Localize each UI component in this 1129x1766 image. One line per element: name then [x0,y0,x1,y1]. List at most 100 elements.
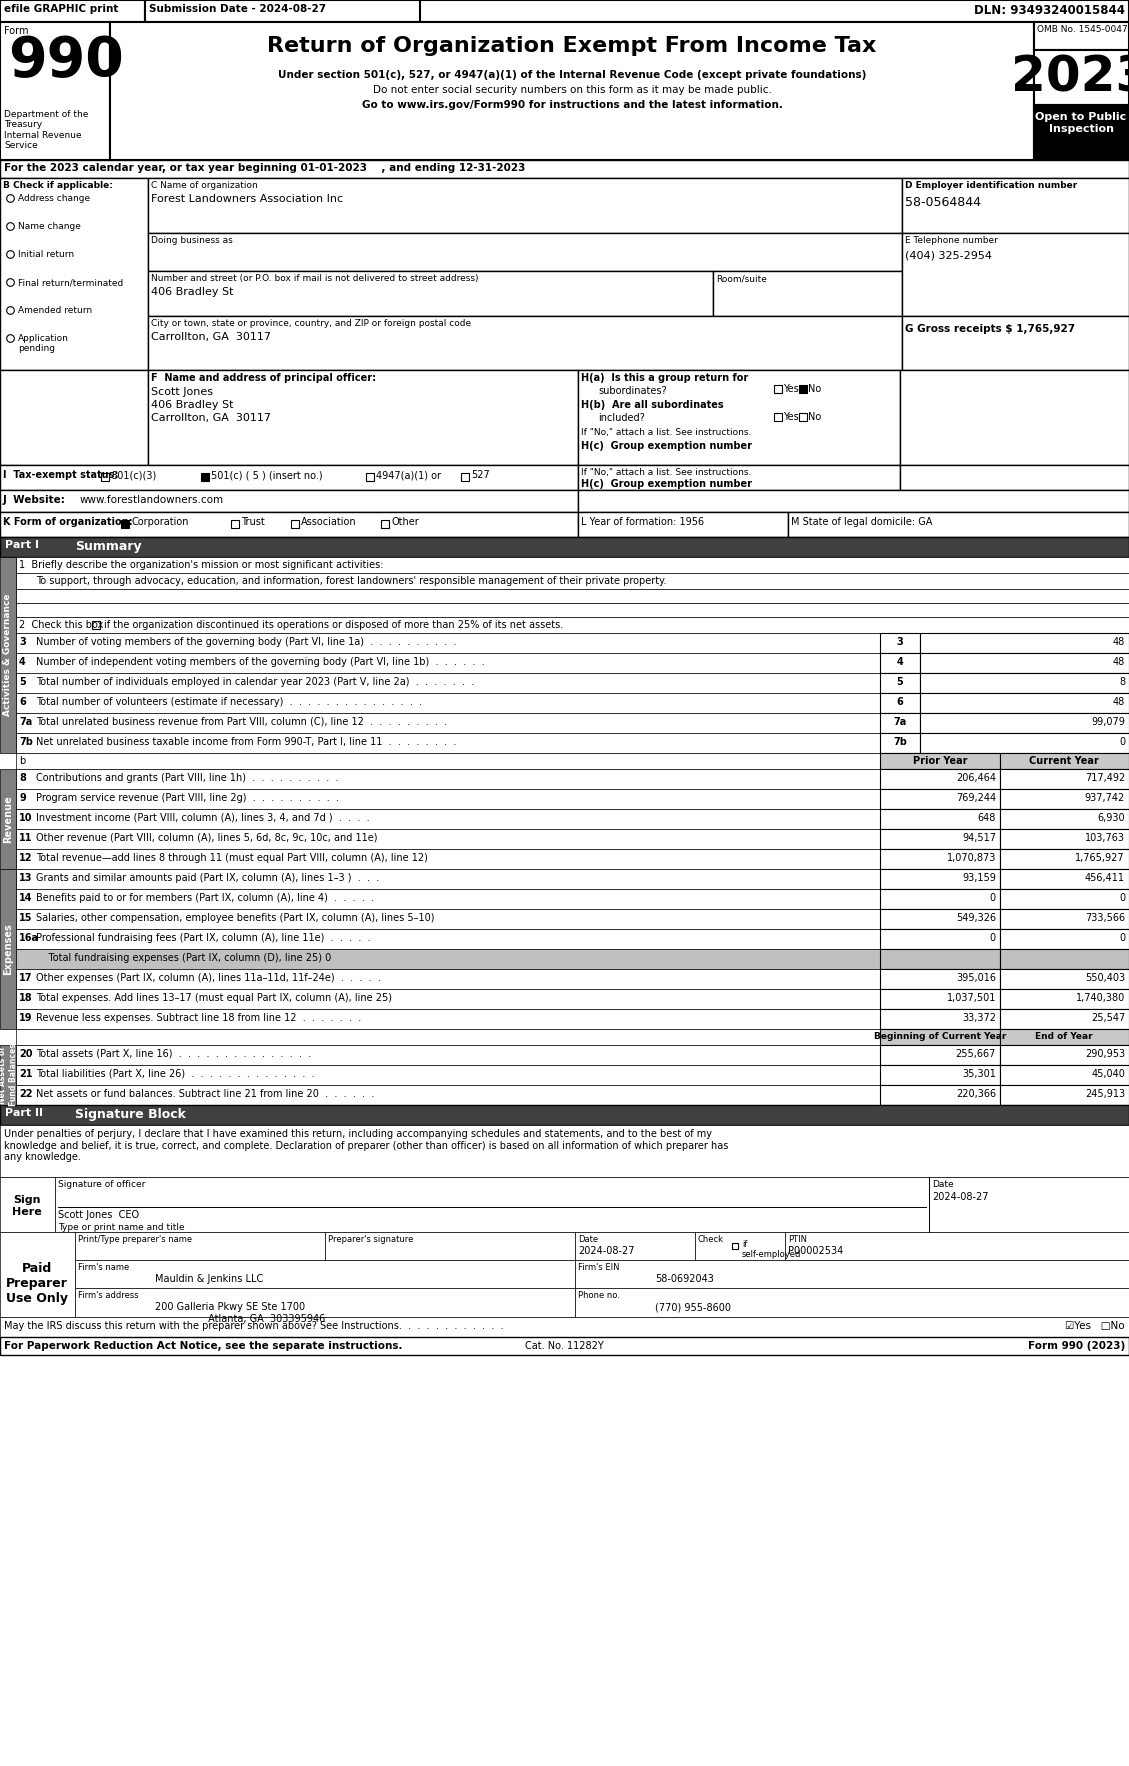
Text: Yes: Yes [784,411,798,422]
Bar [920,632,1129,653]
Text: 1  Briefly describe the organization's mission or most significant activities:: 1 Briefly describe the organization's mi… [19,560,384,570]
Text: (770) 955-8600: (770) 955-8600 [655,1302,730,1312]
Text: Doing business as: Doing business as [151,237,233,245]
Bar [902,233,1129,316]
Bar [578,464,900,489]
Text: Other expenses (Part IX, column (A), lines 11a–11d, 11f–24e)  .  .  .  .  .: Other expenses (Part IX, column (A), lin… [36,973,380,984]
Bar [145,0,420,21]
Text: 16a: 16a [19,932,40,943]
Text: H(b)  Are all subordinates: H(b) Are all subordinates [581,401,724,410]
Text: Form 990 (2023): Form 990 (2023) [1027,1340,1124,1351]
Text: Prior Year: Prior Year [912,756,968,766]
Text: G Gross receipts $ 1,765,927: G Gross receipts $ 1,765,927 [905,323,1075,334]
Text: 1,037,501: 1,037,501 [946,992,996,1003]
Text: 220,366: 220,366 [956,1090,996,1098]
Text: 406 Bradley St: 406 Bradley St [151,401,234,410]
Bar [1034,49,1129,104]
Text: Preparer's signature: Preparer's signature [329,1234,413,1243]
Bar [16,713,879,733]
Bar [879,989,1000,1008]
Bar [0,556,16,752]
Bar [879,948,1000,970]
Bar [879,1065,1000,1084]
Text: DLN: 93493240015844: DLN: 93493240015844 [974,4,1124,18]
Text: 45,040: 45,040 [1091,1068,1124,1079]
Bar [110,21,1034,161]
Text: 395,016: 395,016 [956,973,996,984]
Bar [0,161,1129,178]
Bar [16,616,1129,632]
Bar [16,909,879,929]
Text: 18: 18 [19,992,33,1003]
Bar [879,1045,1000,1065]
Bar [16,1030,879,1045]
Text: Return of Organization Exempt From Income Tax: Return of Organization Exempt From Incom… [268,35,877,57]
Bar [879,692,920,713]
Text: Net Assets or
Fund Balances: Net Assets or Fund Balances [0,1044,18,1106]
Bar [575,1287,1129,1317]
Text: P00002534: P00002534 [788,1247,843,1256]
Bar [16,590,1129,602]
Text: H(a)  Is this a group return for: H(a) Is this a group return for [581,373,749,383]
Bar [920,713,1129,733]
Text: 648: 648 [978,812,996,823]
Bar [75,1287,575,1317]
Bar [148,316,902,371]
Bar [16,768,879,789]
Text: To support, through advocacy, education, and information, forest landowners' res: To support, through advocacy, education,… [36,576,666,586]
Bar [148,371,578,464]
Text: 6,930: 6,930 [1097,812,1124,823]
Text: Check: Check [698,1234,724,1243]
Text: Signature of officer: Signature of officer [58,1180,146,1189]
Text: 15: 15 [19,913,33,924]
Bar [0,178,148,371]
Text: 20: 20 [19,1049,33,1060]
Text: Sign
Here: Sign Here [12,1196,42,1217]
Text: Cat. No. 11282Y: Cat. No. 11282Y [525,1340,603,1351]
Bar [1034,104,1129,161]
Text: No: No [808,411,821,422]
Text: K Form of organization:: K Form of organization: [3,517,132,526]
Bar [879,929,1000,948]
Text: 48: 48 [1113,638,1124,646]
Bar [16,789,879,809]
Bar [1000,869,1129,888]
Bar [16,602,1129,616]
Text: 3: 3 [19,638,26,646]
Bar [0,512,578,537]
Text: 4: 4 [19,657,26,668]
Text: Total expenses. Add lines 13–17 (must equal Part IX, column (A), line 25): Total expenses. Add lines 13–17 (must eq… [36,992,392,1003]
Text: Scott Jones  CEO: Scott Jones CEO [58,1210,139,1220]
Bar [879,849,1000,869]
Text: 99,079: 99,079 [1091,717,1124,728]
Text: Total liabilities (Part X, line 26)  .  .  .  .  .  .  .  .  .  .  .  .  .  .: Total liabilities (Part X, line 26) . . … [36,1068,315,1079]
Text: 8: 8 [19,774,26,782]
Text: 12: 12 [19,853,33,864]
Bar [16,692,879,713]
Bar [75,1233,325,1259]
Bar [16,929,879,948]
Text: 501(c)(3): 501(c)(3) [111,470,156,480]
Text: 58-0564844: 58-0564844 [905,196,981,208]
Text: Net unrelated business taxable income from Form 990-T, Part I, line 11  .  .  . : Net unrelated business taxable income fr… [36,736,456,747]
Bar [879,768,1000,789]
Bar [0,1176,55,1233]
Bar [1000,970,1129,989]
Bar [879,970,1000,989]
Text: Total number of volunteers (estimate if necessary)  .  .  .  .  .  .  .  .  .  .: Total number of volunteers (estimate if … [36,698,422,706]
Bar [714,270,902,316]
Text: Net assets or fund balances. Subtract line 21 from line 20  .  .  .  .  .  .: Net assets or fund balances. Subtract li… [36,1090,375,1098]
Bar [0,1233,75,1317]
Text: 0: 0 [990,894,996,902]
Text: ☑Yes   □No: ☑Yes □No [1066,1321,1124,1332]
Text: City or town, state or province, country, and ZIP or foreign postal code: City or town, state or province, country… [151,320,471,328]
Text: Address change: Address change [18,194,90,203]
Text: 255,667: 255,667 [955,1049,996,1060]
Bar [1000,849,1129,869]
Bar [16,849,879,869]
Text: Beginning of Current Year: Beginning of Current Year [874,1031,1006,1040]
Text: 58-0692043: 58-0692043 [655,1273,714,1284]
Text: Yes: Yes [784,383,798,394]
Text: E Telephone number: E Telephone number [905,237,998,245]
Text: Room/suite: Room/suite [716,274,767,283]
